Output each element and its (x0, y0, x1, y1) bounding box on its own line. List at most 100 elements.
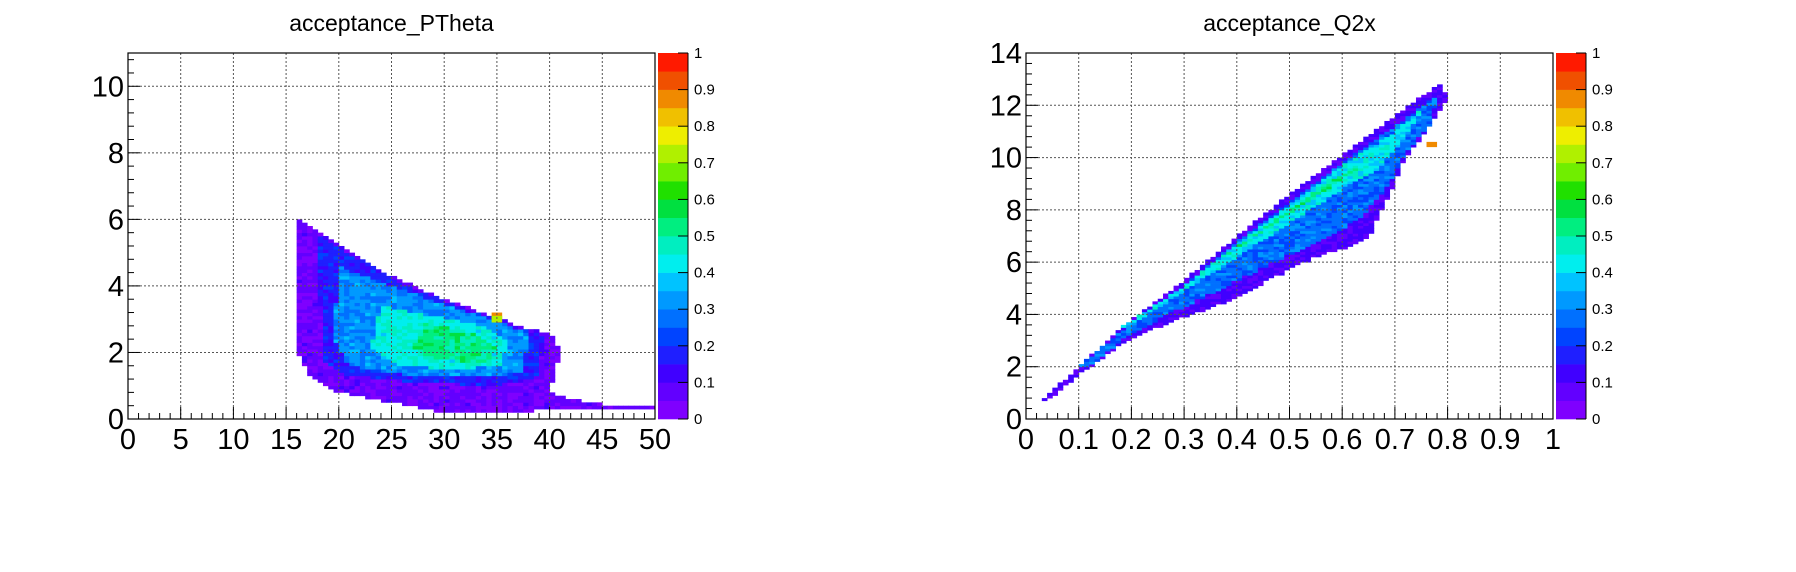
heatmap-cell (391, 385, 398, 390)
heatmap-cell (338, 355, 345, 360)
heatmap-cell (565, 399, 572, 403)
heatmap-cell (354, 265, 361, 270)
heatmap-cell (344, 275, 350, 280)
heatmap-cell (1358, 149, 1364, 153)
heatmap-cell (1189, 298, 1196, 302)
heatmap-cell (428, 349, 435, 353)
heatmap-cell (354, 372, 361, 377)
heatmap-cell (475, 392, 482, 397)
heatmap-cell (307, 259, 313, 264)
heatmap-cell (1342, 186, 1348, 190)
heatmap-cell (1210, 264, 1217, 268)
heatmap-cell (544, 345, 550, 350)
heatmap-cell (359, 315, 366, 320)
heatmap-cell (491, 329, 498, 333)
heatmap-cell (1294, 249, 1301, 253)
x-tick-label: 0.4 (1217, 424, 1257, 456)
heatmap-cell (1300, 212, 1306, 216)
heatmap-cell (1326, 199, 1333, 203)
heatmap-cell (1252, 246, 1259, 250)
heatmap-cell (444, 385, 450, 390)
heatmap-cell (1110, 345, 1116, 349)
heatmap-cell (386, 302, 392, 307)
heatmap-cell (417, 399, 424, 403)
heatmap-cell (1273, 246, 1280, 250)
heatmap-cell (428, 312, 435, 317)
heatmap-cell (1305, 238, 1311, 242)
heatmap-cell (1421, 110, 1427, 114)
heatmap-cell (396, 389, 403, 393)
heatmap-cell (1289, 230, 1296, 234)
heatmap-cell (449, 359, 456, 363)
colorbar-segment (1556, 89, 1586, 109)
heatmap-cell (1315, 220, 1322, 224)
heatmap-cell (517, 325, 524, 330)
heatmap-cell (502, 339, 508, 343)
heatmap-cell (1147, 322, 1153, 326)
heatmap-cell (1363, 191, 1369, 195)
heatmap-cell (296, 249, 303, 254)
heatmap-cell (344, 375, 350, 380)
heatmap-cell (507, 365, 514, 370)
heatmap-cell (1289, 259, 1296, 263)
heatmap-cell (1305, 256, 1311, 260)
colorbar-tick-label: 0.6 (694, 191, 715, 208)
y-tick-label: 8 (1006, 195, 1022, 227)
heatmap-cell (1336, 246, 1343, 250)
heatmap-cell (423, 322, 429, 327)
heatmap-cell (333, 362, 340, 367)
heatmap-cell (1157, 298, 1164, 302)
heatmap-cell (1189, 275, 1196, 279)
heatmap-cell (549, 362, 556, 367)
heatmap-cell (460, 309, 466, 313)
heatmap-cell (359, 322, 366, 327)
heatmap-cell (1379, 141, 1385, 145)
heatmap-cell (1289, 233, 1296, 237)
heatmap-cell (1289, 196, 1296, 200)
heatmap-cell (428, 299, 435, 303)
heatmap-cell (423, 405, 429, 410)
heatmap-cell (1278, 207, 1285, 211)
heatmap-cell (1120, 337, 1127, 341)
heatmap-cell (349, 339, 356, 343)
heatmap-cell (512, 349, 519, 353)
colorbar-tick-label: 1 (694, 45, 702, 62)
heatmap-cell (570, 399, 577, 403)
heatmap-cell (1305, 209, 1311, 213)
heatmap-cell (1437, 105, 1443, 109)
heatmap-cell (496, 329, 503, 333)
heatmap-cell (1310, 246, 1317, 250)
heatmap-cell (565, 402, 572, 407)
heatmap-cell (502, 399, 508, 403)
heatmap-cell (1189, 272, 1196, 276)
heatmap-cell (359, 382, 366, 387)
heatmap-cell (1363, 212, 1369, 216)
heatmap-cell (591, 402, 598, 407)
heatmap-cell (423, 309, 429, 313)
heatmap-cell (391, 352, 398, 357)
heatmap-cell (1400, 120, 1406, 124)
heatmap-cell (386, 349, 392, 353)
heatmap-cell (1257, 254, 1264, 258)
heatmap-cell (1141, 317, 1148, 321)
heatmap-cell (1057, 385, 1064, 389)
heatmap-cell (1347, 152, 1354, 156)
heatmap-cell (317, 236, 324, 240)
heatmap-cell (365, 265, 371, 270)
heatmap-cell (354, 382, 361, 387)
heatmap-cell (554, 355, 561, 360)
heatmap-cell (1379, 199, 1385, 203)
heatmap-cell (1342, 196, 1348, 200)
heatmap-cell (1110, 335, 1116, 339)
heatmap-cell (449, 365, 456, 370)
heatmap-cell (1310, 194, 1317, 198)
heatmap-cell (1342, 238, 1348, 242)
heatmap-cell (1321, 220, 1327, 224)
heatmap-cell (1310, 225, 1317, 229)
heatmap-cell (354, 375, 361, 380)
heatmap-cell (1373, 134, 1380, 138)
heatmap-cell (307, 332, 313, 337)
heatmap-cell (438, 375, 445, 380)
heatmap-cell (1373, 165, 1380, 169)
heatmap-cell (380, 315, 387, 320)
